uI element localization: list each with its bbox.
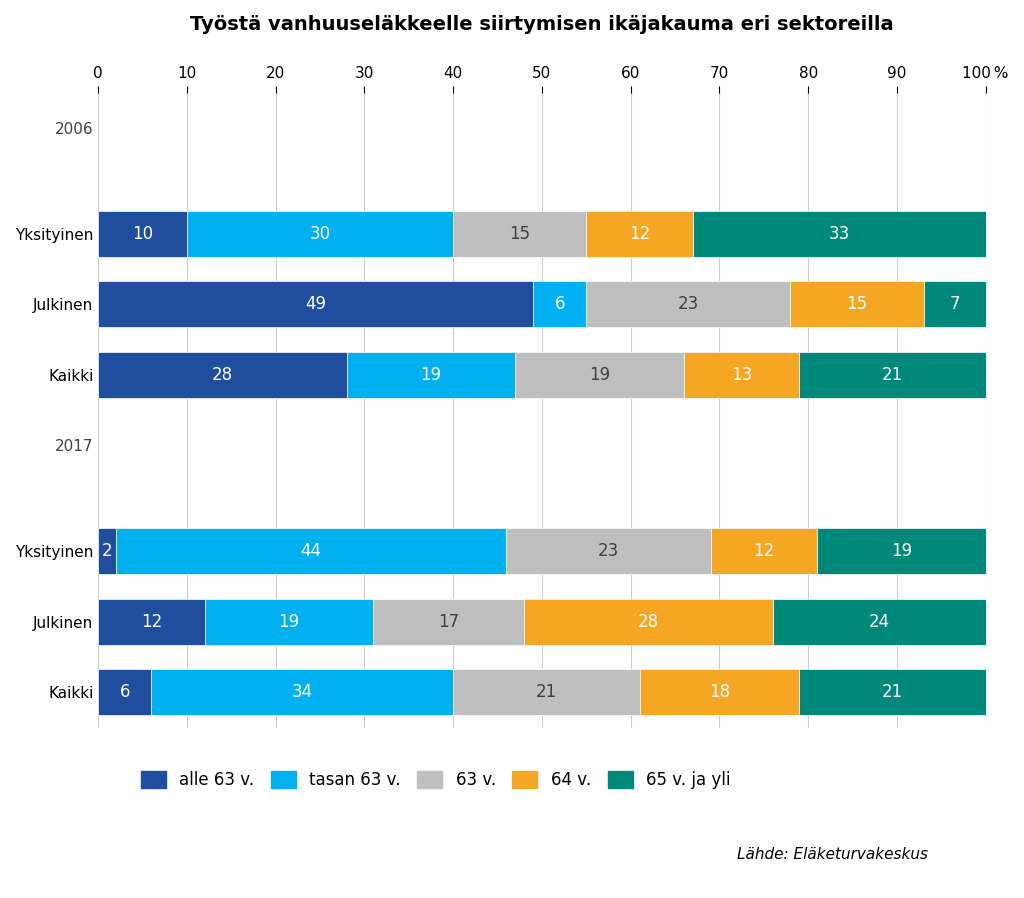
- Text: 24: 24: [868, 612, 890, 630]
- Bar: [773, 599, 986, 645]
- Text: 21: 21: [882, 683, 903, 701]
- Bar: [116, 528, 507, 574]
- Bar: [524, 599, 773, 645]
- Bar: [205, 599, 374, 645]
- Bar: [98, 281, 534, 327]
- Text: 10: 10: [132, 224, 154, 242]
- Bar: [98, 669, 152, 715]
- Bar: [187, 211, 454, 257]
- Bar: [454, 211, 587, 257]
- Text: 21: 21: [882, 365, 903, 383]
- Text: 7: 7: [949, 295, 959, 313]
- Bar: [515, 352, 684, 398]
- Text: 19: 19: [421, 365, 441, 383]
- Text: 13: 13: [731, 365, 753, 383]
- Text: 30: 30: [309, 224, 331, 242]
- Text: 12: 12: [754, 542, 774, 560]
- Bar: [640, 669, 800, 715]
- Text: 2: 2: [101, 542, 113, 560]
- Bar: [684, 352, 800, 398]
- Bar: [152, 669, 454, 715]
- Bar: [374, 599, 524, 645]
- Text: 28: 28: [212, 365, 233, 383]
- Text: 6: 6: [120, 683, 130, 701]
- Bar: [800, 669, 986, 715]
- Bar: [534, 281, 587, 327]
- Text: Lähde: Eläketurvakeskus: Lähde: Eläketurvakeskus: [737, 847, 929, 862]
- Text: 17: 17: [438, 612, 460, 630]
- Text: 6: 6: [554, 295, 565, 313]
- Bar: [98, 528, 116, 574]
- Bar: [98, 599, 205, 645]
- Text: 19: 19: [891, 542, 912, 560]
- Bar: [454, 669, 640, 715]
- Title: Työstä vanhuuseläkkeelle siirtymisen ikäjakauma eri sektoreilla: Työstä vanhuuseläkkeelle siirtymisen ikä…: [190, 15, 894, 34]
- Text: 21: 21: [536, 683, 557, 701]
- Bar: [817, 528, 986, 574]
- Bar: [98, 352, 347, 398]
- Text: 19: 19: [589, 365, 610, 383]
- Legend: alle 63 v., tasan 63 v., 63 v., 64 v., 65 v. ja yli: alle 63 v., tasan 63 v., 63 v., 64 v., 6…: [134, 764, 737, 796]
- Bar: [98, 211, 187, 257]
- Text: 19: 19: [279, 612, 300, 630]
- Bar: [693, 211, 986, 257]
- Text: 34: 34: [292, 683, 313, 701]
- Text: 23: 23: [598, 542, 620, 560]
- Text: 23: 23: [678, 295, 699, 313]
- Bar: [711, 528, 817, 574]
- Text: 49: 49: [305, 295, 327, 313]
- Bar: [507, 528, 711, 574]
- Bar: [347, 352, 515, 398]
- Text: 33: 33: [828, 224, 850, 242]
- Bar: [587, 211, 693, 257]
- Text: 12: 12: [141, 612, 162, 630]
- Text: 18: 18: [709, 683, 730, 701]
- Text: 15: 15: [847, 295, 867, 313]
- Text: 15: 15: [509, 224, 530, 242]
- Text: 28: 28: [638, 612, 659, 630]
- Bar: [924, 281, 986, 327]
- Bar: [587, 281, 791, 327]
- Bar: [791, 281, 924, 327]
- Text: 44: 44: [301, 542, 322, 560]
- Text: 12: 12: [629, 224, 650, 242]
- Bar: [800, 352, 986, 398]
